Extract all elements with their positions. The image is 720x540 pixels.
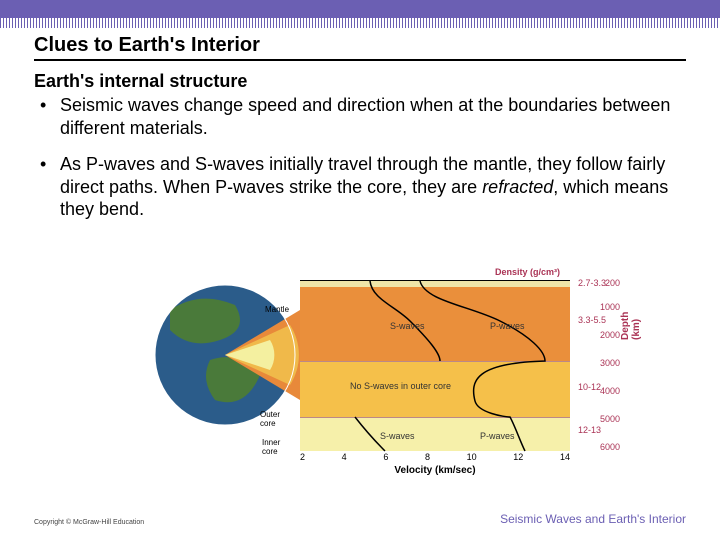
x-tick: 6	[383, 452, 388, 462]
header-accent-bar	[0, 0, 720, 18]
label-pwaves-inner: P-waves	[480, 431, 515, 441]
x-tick: 10	[467, 452, 477, 462]
x-tick: 8	[425, 452, 430, 462]
depth-tick-0: 200	[596, 278, 620, 288]
density-axis-title: Density (g/cm³)	[495, 267, 560, 277]
depth-tick-5: 5000	[596, 414, 620, 424]
earth-interior-figure: Mantle Outer core Inner core Density (g/…	[150, 270, 640, 495]
p-wave-path	[420, 281, 545, 451]
density-label-1: 3.3-5.5	[578, 315, 606, 325]
depth-tick-4: 4000	[596, 386, 620, 396]
bullet-item: As P-waves and S-waves initially travel …	[34, 153, 686, 221]
label-pwaves-mantle: P-waves	[490, 321, 525, 331]
bullet-text: Seismic waves change speed and direction…	[60, 95, 670, 138]
globe-cutaway: Mantle Outer core Inner core	[150, 280, 300, 430]
label-swaves-inner: S-waves	[380, 431, 415, 441]
x-tick: 14	[560, 452, 570, 462]
wave-paths	[300, 281, 570, 451]
depth-tick-1: 1000	[596, 302, 620, 312]
bullet-item: Seismic waves change speed and direction…	[34, 94, 686, 139]
slide-subtitle: Earth's internal structure	[34, 71, 686, 92]
slide-title: Clues to Earth's Interior	[34, 34, 686, 61]
bullet-list: Seismic waves change speed and direction…	[34, 94, 686, 221]
x-axis-title: Velocity (km/sec)	[300, 465, 570, 476]
copyright-text: Copyright © McGraw-Hill Education	[34, 519, 144, 526]
x-axis-ticks: 2 4 6 8 10 12 14	[300, 452, 570, 462]
footer-topic: Seismic Waves and Earth's Interior	[500, 512, 686, 526]
depth-axis-title: Depth (km)	[620, 312, 642, 340]
velocity-depth-chart: Density (g/cm³) S-waves P-waves No S-wav…	[280, 270, 610, 480]
label-swaves-mantle: S-waves	[390, 321, 425, 331]
x-tick: 12	[513, 452, 523, 462]
depth-tick-6: 6000	[596, 442, 620, 452]
header-hatched-strip	[0, 18, 720, 28]
depth-tick-3: 3000	[596, 358, 620, 368]
globe-svg	[150, 280, 300, 430]
density-label-3: 12-13	[578, 425, 601, 435]
depth-tick-2: 2000	[596, 330, 620, 340]
x-tick: 4	[342, 452, 347, 462]
chart-plot-area: S-waves P-waves No S-waves in outer core…	[300, 280, 570, 450]
x-tick: 2	[300, 452, 305, 462]
label-no-swaves: No S-waves in outer core	[350, 381, 451, 391]
slide-content: Clues to Earth's Interior Earth's intern…	[0, 28, 720, 221]
s-wave-path	[355, 281, 440, 451]
